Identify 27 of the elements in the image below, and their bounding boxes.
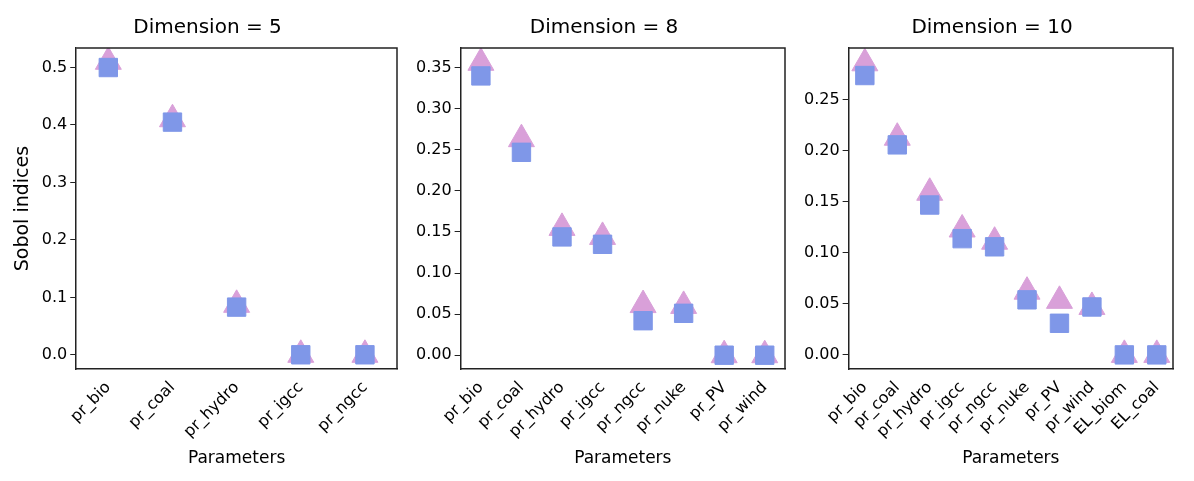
y-tick-label: 0.35 [416,56,452,76]
y-tick-label: 0.4 [41,114,68,134]
y-tick-label: 0.2 [41,229,68,249]
y-tick-label: 0.15 [804,191,840,211]
chart-title: Dimension = 8 [529,14,679,39]
y-tick-label: 0.25 [804,89,840,109]
x-axis-title: Parameters [574,447,672,468]
y-tick-label: 0.10 [416,262,452,282]
y-tick-label: 0.30 [416,97,452,117]
y-tick-label: 0.05 [416,303,452,323]
x-axis-title: Parameters [187,447,286,468]
y-tick-label: 0.20 [804,140,840,160]
y-tick-label: 0.05 [804,293,840,313]
y-tick-label: 0.0 [41,343,68,363]
y-tick-label: 0.25 [416,139,452,159]
x-axis-title: Parameters [962,447,1060,468]
y-tick-label: 0.00 [804,344,840,364]
chart-title: Dimension = 10 [911,14,1073,39]
y-tick-label: 0.20 [416,180,452,200]
y-tick-label: 0.10 [804,242,840,262]
chart-title: Dimension = 5 [133,14,282,39]
y-tick-label: 0.15 [416,221,452,241]
y-tick-label: 0.1 [41,286,68,306]
y-tick-label: 0.3 [41,171,68,191]
y-tick-label: 0.00 [416,344,452,364]
y-axis-title: Sobol indices [10,145,33,272]
y-tick-label: 0.5 [41,56,68,76]
